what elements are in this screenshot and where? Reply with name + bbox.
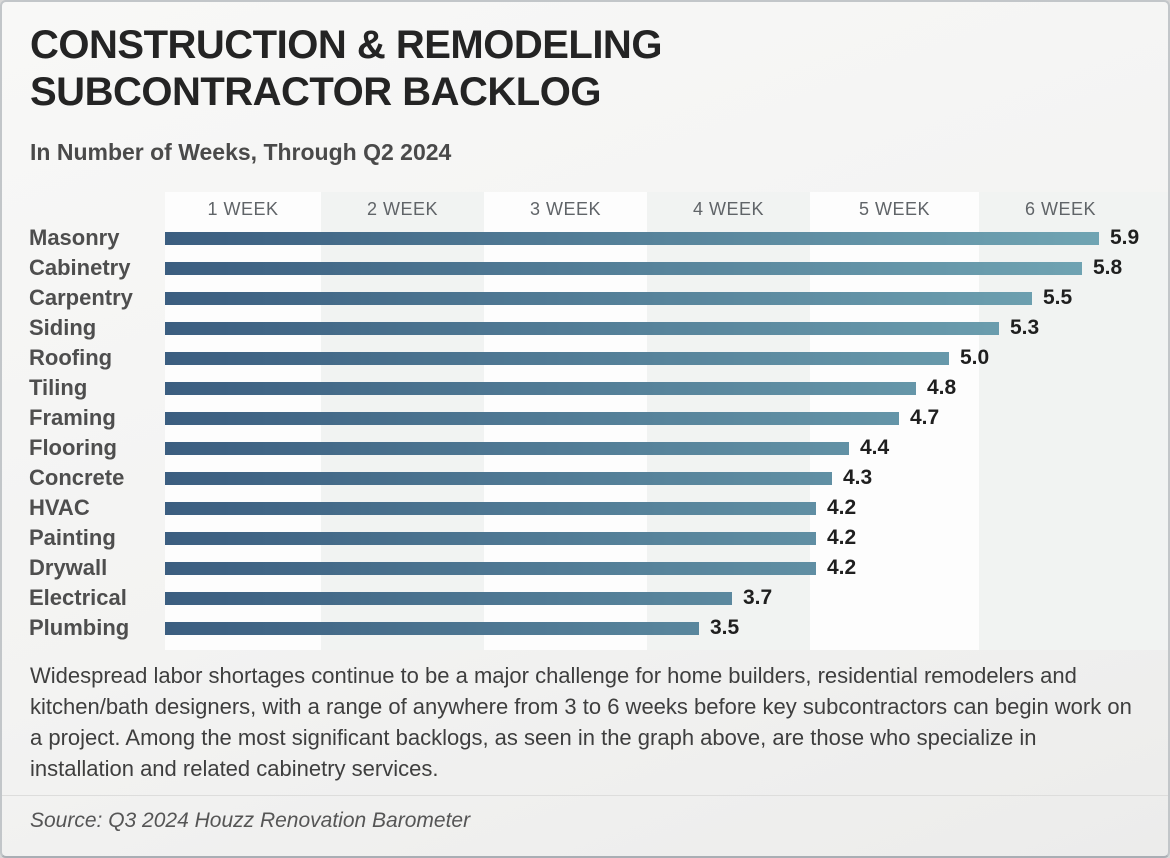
value-label: 5.9 bbox=[1110, 226, 1140, 249]
bar-row-hvac: HVAC 4.2 bbox=[2, 493, 1168, 523]
category-label: Painting bbox=[29, 525, 116, 550]
bar bbox=[165, 442, 849, 455]
category-label: Concrete bbox=[29, 465, 125, 490]
category-label: Electrical bbox=[29, 585, 127, 610]
bar-row-plumbing: Plumbing 3.5 bbox=[2, 613, 1168, 643]
value-label: 3.7 bbox=[743, 586, 773, 609]
axis-tick-label-week-3: 3 WEEK bbox=[529, 199, 602, 219]
bar bbox=[165, 412, 899, 425]
category-label: Drywall bbox=[29, 555, 108, 580]
value-label: 4.3 bbox=[843, 466, 873, 489]
bar-row-masonry: Masonry 5.9 bbox=[2, 223, 1168, 253]
bar bbox=[165, 472, 832, 485]
axis-tick-label-week-4: 4 WEEK bbox=[692, 199, 765, 219]
bar-row-carpentry: Carpentry 5.5 bbox=[2, 283, 1168, 313]
bar bbox=[165, 382, 916, 395]
bar bbox=[165, 562, 816, 575]
title-line-2: SUBCONTRACTOR BACKLOG bbox=[30, 70, 601, 114]
bar-row-electrical: Electrical 3.7 bbox=[2, 583, 1168, 613]
value-label: 5.8 bbox=[1093, 256, 1123, 279]
category-label: Framing bbox=[29, 405, 116, 430]
bar bbox=[165, 592, 732, 605]
bar-row-roofing: Roofing 5.0 bbox=[2, 343, 1168, 373]
bar-row-framing: Framing 4.7 bbox=[2, 403, 1168, 433]
bar-row-tiling: Tiling 4.8 bbox=[2, 373, 1168, 403]
backlog-bar-chart: 1 WEEK 2 WEEK 3 WEEK 4 WEEK 5 WEEK 6 WEEK Maso… bbox=[2, 190, 1168, 652]
bar bbox=[165, 532, 816, 545]
chart-subtitle: In Number of Weeks, Through Q2 2024 bbox=[30, 139, 452, 165]
value-label: 5.5 bbox=[1043, 286, 1073, 309]
category-label: Masonry bbox=[29, 225, 120, 250]
category-label: Flooring bbox=[29, 435, 117, 460]
value-label: 5.0 bbox=[960, 346, 990, 369]
value-label: 5.3 bbox=[1010, 316, 1040, 339]
bar bbox=[165, 622, 699, 635]
bar-row-concrete: Concrete 4.3 bbox=[2, 463, 1168, 493]
source-section: Source: Q3 2024 Houzz Renovation Baromet… bbox=[2, 795, 1168, 833]
value-label: 4.4 bbox=[860, 436, 890, 459]
category-label: Cabinetry bbox=[29, 255, 131, 280]
category-label: Roofing bbox=[29, 345, 113, 370]
bar bbox=[165, 322, 999, 335]
description-paragraph: Widespread labor shortages continue to b… bbox=[30, 663, 1132, 781]
bar bbox=[165, 232, 1099, 245]
category-label: Carpentry bbox=[29, 285, 133, 310]
axis-tick-label-week-2: 2 WEEK bbox=[366, 199, 439, 219]
bar-row-drywall: Drywall 4.2 bbox=[2, 553, 1168, 583]
bar-row-flooring: Flooring 4.4 bbox=[2, 433, 1168, 463]
category-label: Tiling bbox=[29, 375, 88, 400]
value-label: 4.2 bbox=[827, 526, 857, 549]
category-label: Siding bbox=[29, 315, 97, 340]
axis-tick-label-week-5: 5 WEEK bbox=[858, 199, 931, 219]
value-label: 4.8 bbox=[927, 376, 957, 399]
bar bbox=[165, 262, 1082, 275]
value-label: 4.7 bbox=[910, 406, 940, 429]
bar bbox=[165, 502, 816, 515]
bar-row-painting: Painting 4.2 bbox=[2, 523, 1168, 553]
value-label: 4.2 bbox=[827, 556, 857, 579]
value-label: 4.2 bbox=[827, 496, 857, 519]
axis-tick-label-week-6: 6 WEEK bbox=[1024, 199, 1097, 219]
bar bbox=[165, 352, 949, 365]
bar-row-cabinetry: Cabinetry 5.8 bbox=[2, 253, 1168, 283]
bar bbox=[165, 292, 1032, 305]
category-label: HVAC bbox=[29, 495, 90, 520]
bar-row-siding: Siding 5.3 bbox=[2, 313, 1168, 343]
axis-tick-label-week-1: 1 WEEK bbox=[207, 199, 279, 219]
value-label: 3.5 bbox=[710, 616, 740, 639]
page-title: CONSTRUCTION & REMODELING SUBCONTRACTOR B… bbox=[30, 22, 662, 116]
category-label: Plumbing bbox=[29, 615, 130, 640]
title-line-1: CONSTRUCTION & REMODELING bbox=[30, 23, 662, 67]
source-text: Source: Q3 2024 Houzz Renovation Baromet… bbox=[30, 809, 471, 832]
